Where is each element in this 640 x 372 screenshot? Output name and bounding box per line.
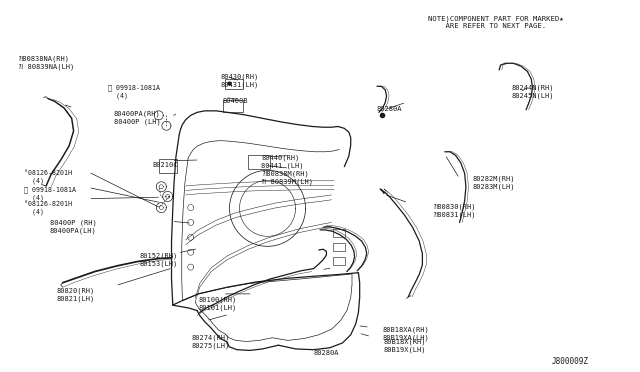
Bar <box>248 155 270 170</box>
Text: °08126-8201H
  (4): °08126-8201H (4) <box>24 170 72 185</box>
Text: 80274(RH)
80275(LH): 80274(RH) 80275(LH) <box>192 335 230 349</box>
Text: Ⓝ 09918-1081A
  (4): Ⓝ 09918-1081A (4) <box>24 186 76 201</box>
Text: 80440(RH)
80441 (LH): 80440(RH) 80441 (LH) <box>261 154 303 169</box>
Text: ⁈80838NA(RH)
⁈ 80839NA(LH): ⁈80838NA(RH) ⁈ 80839NA(LH) <box>19 55 74 70</box>
Bar <box>333 243 345 251</box>
Text: B0400B: B0400B <box>223 98 248 104</box>
Text: 80B18X(RH)
80B19X(LH): 80B18X(RH) 80B19X(LH) <box>384 339 426 353</box>
Bar <box>225 79 243 89</box>
Bar <box>159 159 177 173</box>
Text: 80430(RH)
80431(LH): 80430(RH) 80431(LH) <box>221 74 259 88</box>
Text: ⁈80838M(RH)
⁈ 80839M(LH): ⁈80838M(RH) ⁈ 80839M(LH) <box>262 170 314 185</box>
Text: 80400P (RH)
80400PA(LH): 80400P (RH) 80400PA(LH) <box>50 219 97 234</box>
Text: J800009Z: J800009Z <box>552 357 589 366</box>
Text: ⁈80830(RH)
⁈80831(LH): ⁈80830(RH) ⁈80831(LH) <box>434 204 476 218</box>
Text: 80100(RH)
80101(LH): 80100(RH) 80101(LH) <box>198 297 237 311</box>
Text: °08126-8201H
  (4): °08126-8201H (4) <box>24 201 72 215</box>
Bar <box>333 257 345 265</box>
Bar <box>333 229 345 237</box>
Text: 80280A: 80280A <box>314 350 339 356</box>
Text: 80820(RH)
80821(LH): 80820(RH) 80821(LH) <box>56 287 95 302</box>
Text: Ⓝ 09918-1081A
  (4): Ⓝ 09918-1081A (4) <box>108 85 159 99</box>
Text: 80282M(RH)
80283M(LH): 80282M(RH) 80283M(LH) <box>472 176 515 190</box>
Text: 80244N(RH)
80245N(LH): 80244N(RH) 80245N(LH) <box>512 85 554 99</box>
Bar <box>223 100 243 112</box>
Text: 80400PA(RH)
80400P (LH): 80400PA(RH) 80400P (LH) <box>114 111 161 125</box>
Text: B0210C: B0210C <box>152 162 178 168</box>
Text: NOTE)COMPONENT PART FOR MARKED★
    ARE REFER TO NEXT PAGE.: NOTE)COMPONENT PART FOR MARKED★ ARE REFE… <box>428 16 563 29</box>
Text: 80B18XA(RH)
80B19XA(LH): 80B18XA(RH) 80B19XA(LH) <box>383 327 429 341</box>
Text: 80280A: 80280A <box>376 106 402 112</box>
Text: 80152(RH)
80153(LH): 80152(RH) 80153(LH) <box>140 253 178 267</box>
